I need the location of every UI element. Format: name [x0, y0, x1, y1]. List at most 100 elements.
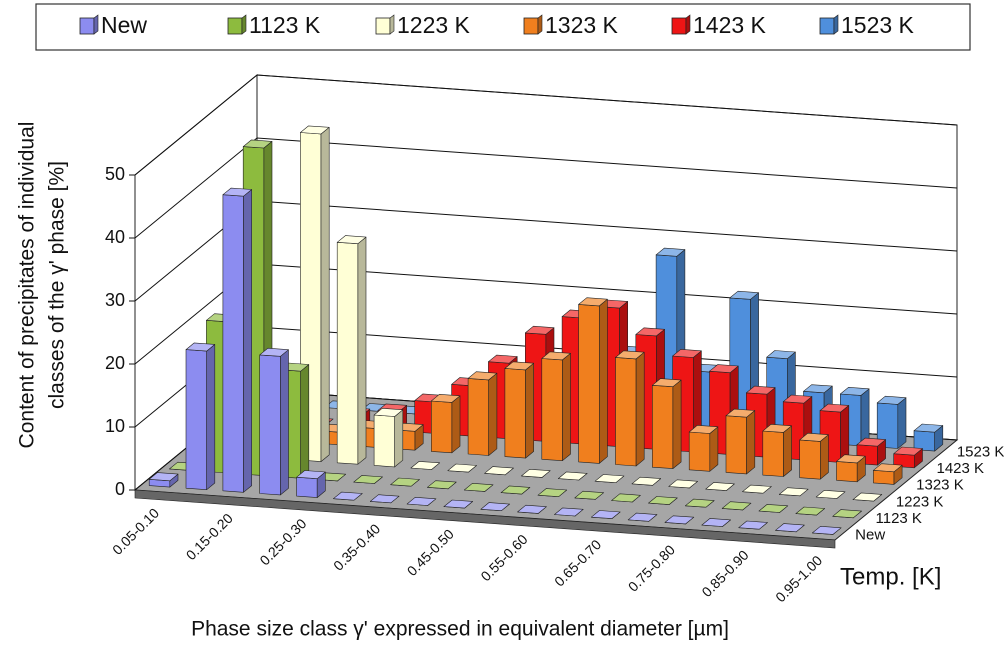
bar-front: [373, 414, 396, 468]
plot-area: 0 10 20 30 40 50 0.05-0.10 0.15-0.20 0.25-0.30 0.…: [105, 73, 1004, 605]
bar-top: [353, 475, 383, 484]
bar-top: [467, 371, 498, 381]
bar-side: [206, 344, 216, 491]
bar-top: [484, 466, 514, 476]
bar: [664, 515, 695, 525]
bar-top: [738, 520, 768, 530]
bar-top: [725, 408, 756, 418]
bar-top: [648, 496, 678, 505]
bar-top: [729, 290, 759, 300]
bar-top: [655, 247, 686, 257]
floor-side: [134, 489, 836, 549]
bar: [296, 470, 326, 498]
bar: [611, 493, 641, 503]
y-tick-label: 10: [105, 416, 125, 436]
bar-top: [574, 490, 604, 500]
z-tick-label: New: [855, 527, 885, 544]
bar-top: [631, 476, 662, 486]
bar-top: [819, 403, 850, 413]
legend-swatch: [819, 17, 835, 35]
bar-top: [504, 361, 535, 371]
bar-top: [668, 479, 698, 489]
bar-front: [296, 476, 318, 498]
bar-front: [578, 304, 600, 464]
bar-top: [480, 502, 510, 512]
bar: [648, 496, 678, 505]
bar-side: [860, 388, 870, 447]
bar-front: [467, 378, 490, 456]
bar-top: [185, 342, 216, 352]
legend-box: [35, 3, 971, 51]
bar-top: [745, 385, 776, 395]
bar-top: [443, 499, 474, 509]
bar-top: [369, 494, 400, 504]
bar: [447, 463, 477, 473]
legend-swatch: [79, 17, 95, 35]
bar-top: [742, 484, 772, 494]
bar-top: [705, 482, 735, 491]
bar-top: [651, 378, 682, 388]
bar-top: [893, 446, 923, 456]
bar-top: [554, 507, 584, 517]
bar: [762, 423, 792, 477]
bar-front: [762, 430, 784, 477]
bar-top: [627, 512, 658, 522]
bar-top: [373, 407, 404, 417]
bar-top: [762, 423, 792, 433]
legend-item: 1223 K: [375, 12, 471, 38]
bar: [795, 506, 825, 516]
bar-top: [775, 523, 805, 533]
bar: [353, 475, 383, 484]
bar-top: [635, 327, 665, 337]
bar-side: [672, 379, 682, 469]
bar-top: [222, 187, 252, 197]
bar-side: [243, 189, 252, 493]
bar-front: [336, 242, 359, 465]
bar-side: [819, 434, 829, 480]
y-axis-title: classes of the γ' phase [%]: [46, 161, 69, 409]
legend-swatch: [671, 17, 687, 35]
bar: [873, 463, 903, 485]
bar-top: [836, 454, 866, 464]
bar: [615, 350, 645, 467]
bar: [725, 408, 756, 475]
bar: [463, 482, 494, 492]
legend-swatch: [227, 17, 243, 35]
bar-top: [336, 235, 367, 244]
bar-top: [782, 394, 813, 404]
bar: [758, 504, 789, 513]
bar: [738, 520, 768, 530]
bar: [537, 488, 568, 498]
bar-top: [913, 423, 944, 433]
bar: [705, 482, 735, 491]
bar-side: [525, 362, 535, 459]
bar: [590, 510, 621, 519]
bar-top: [447, 463, 477, 473]
x-tick-label: 0.55-0.60: [477, 531, 530, 584]
bar: [484, 466, 514, 476]
bar: [521, 468, 551, 478]
bar: [390, 477, 420, 487]
x-tick-label: 0.95-1.00: [772, 552, 825, 605]
bar: [819, 403, 850, 463]
bar: [701, 518, 731, 527]
legend-swatch: [523, 17, 539, 35]
bar-top: [488, 354, 518, 364]
legend-label: 1523 K: [841, 12, 915, 38]
bar-top: [259, 347, 289, 357]
bar-top: [463, 482, 494, 492]
bar-side: [300, 364, 310, 479]
z-tick-label: 1523 K: [957, 443, 1004, 460]
bar-top: [795, 506, 825, 516]
bar: [480, 502, 510, 512]
bar-top: [832, 509, 862, 519]
bar-side: [357, 236, 367, 465]
grid-line: [134, 74, 958, 176]
y-tick-label: 20: [105, 353, 125, 373]
legend: New 1123 K 1223 K 1323 K 1423 K 1523 K: [79, 12, 915, 38]
bar: [369, 494, 400, 504]
bar-top: [852, 492, 883, 502]
bar-top: [839, 386, 870, 396]
bar-top: [688, 424, 719, 434]
